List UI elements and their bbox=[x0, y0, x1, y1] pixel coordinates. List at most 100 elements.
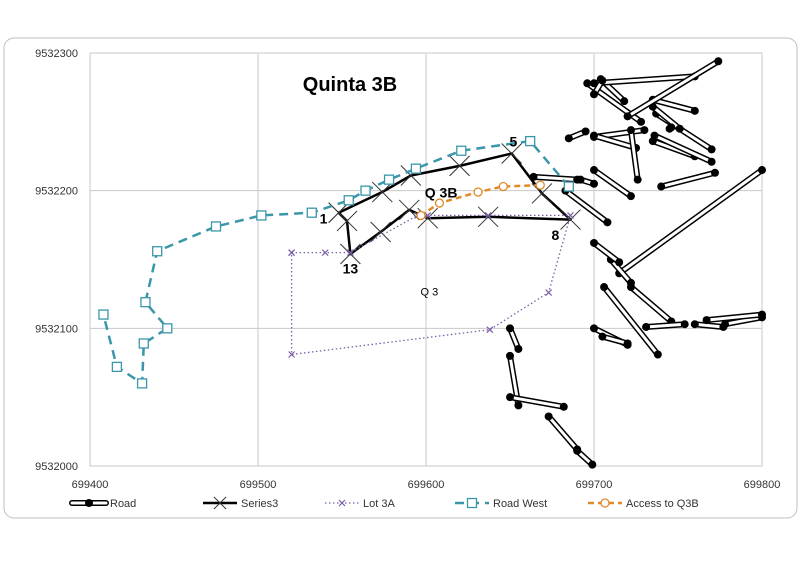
road-point bbox=[637, 117, 646, 126]
road-point bbox=[603, 218, 612, 227]
road-west-marker bbox=[343, 195, 354, 206]
road-point bbox=[544, 412, 553, 421]
road-point bbox=[506, 351, 514, 360]
series3-marker bbox=[560, 209, 581, 230]
annotation-label: Q 3 bbox=[420, 286, 438, 298]
road-segment bbox=[532, 175, 579, 182]
road-point bbox=[620, 97, 629, 106]
chart-title: Quinta 3B bbox=[303, 74, 397, 96]
legend-swatch bbox=[85, 499, 93, 507]
road-west-marker bbox=[456, 145, 467, 156]
road-point bbox=[680, 320, 689, 329]
road-west-marker bbox=[525, 135, 536, 147]
series3-marker bbox=[449, 155, 470, 177]
legend-item-lot-3a: Lot 3A bbox=[325, 498, 395, 510]
road-point bbox=[615, 258, 624, 267]
road-point bbox=[514, 401, 523, 410]
legend-item-road-west: Road West bbox=[455, 497, 547, 510]
road-point bbox=[623, 112, 632, 121]
road-segment bbox=[617, 168, 764, 275]
road-segment bbox=[592, 168, 633, 198]
road-point bbox=[626, 192, 635, 201]
road-point bbox=[719, 322, 728, 331]
y-tick-label: 9532200 bbox=[35, 186, 78, 198]
road-point bbox=[564, 134, 573, 143]
road-segment bbox=[652, 134, 714, 164]
road-segment bbox=[609, 258, 633, 285]
road-segment bbox=[651, 105, 682, 131]
legend-item-access-to-q3b: Access to Q3B bbox=[588, 498, 699, 510]
legend-label: Road bbox=[110, 498, 136, 510]
x-tick-label: 699700 bbox=[576, 479, 613, 491]
annotation-label: Q 3B bbox=[425, 185, 458, 201]
annotation-label: 8 bbox=[551, 227, 559, 243]
road-segment bbox=[629, 128, 640, 182]
y-tick-label: 9532000 bbox=[35, 461, 78, 473]
series3-marker bbox=[501, 143, 523, 164]
road-point bbox=[590, 179, 598, 188]
road-west-marker bbox=[152, 246, 163, 257]
annotation-label: 5 bbox=[509, 134, 517, 150]
road-west-marker bbox=[162, 323, 173, 334]
lot-3a-marker bbox=[321, 249, 329, 257]
road-segment bbox=[693, 322, 725, 329]
road-point bbox=[714, 57, 723, 66]
annotation-label: 13 bbox=[343, 260, 359, 276]
legend-label: Access to Q3B bbox=[626, 498, 699, 510]
road-west-marker bbox=[98, 309, 109, 320]
access-q3b-marker bbox=[498, 181, 508, 192]
road-point bbox=[559, 402, 568, 411]
road-point bbox=[650, 131, 659, 140]
road-point bbox=[506, 324, 514, 333]
legend-label: Road West bbox=[493, 498, 547, 510]
annotation-label: 1 bbox=[320, 211, 328, 227]
road-point bbox=[675, 124, 684, 133]
access-q3b-marker bbox=[416, 210, 426, 221]
road-west-marker bbox=[210, 221, 222, 232]
road-point bbox=[598, 76, 607, 85]
road-point bbox=[667, 123, 676, 132]
road-segment bbox=[547, 414, 579, 451]
series3-marker bbox=[398, 199, 420, 221]
series-road bbox=[506, 57, 766, 469]
lot-3a-line bbox=[290, 214, 572, 356]
lot-3a-marker bbox=[288, 351, 296, 358]
series3-marker bbox=[371, 181, 393, 203]
series3-marker bbox=[370, 221, 391, 243]
road-point bbox=[690, 320, 699, 329]
road-west-marker bbox=[383, 174, 395, 185]
road-west-marker bbox=[306, 207, 317, 218]
lot-3a-marker bbox=[424, 212, 432, 219]
access-q3b-marker bbox=[535, 180, 545, 190]
road-west-marker bbox=[256, 210, 267, 221]
access-q3b-marker bbox=[434, 198, 445, 208]
legend-swatch bbox=[600, 498, 610, 508]
road-point bbox=[590, 90, 598, 99]
road-point bbox=[598, 332, 607, 341]
road-west-marker bbox=[138, 338, 149, 349]
x-tick-label: 699400 bbox=[72, 479, 109, 491]
series-access-to-q3b bbox=[416, 180, 545, 221]
road-point bbox=[653, 350, 662, 359]
series3-marker bbox=[340, 243, 361, 265]
road-west-marker bbox=[360, 185, 371, 196]
road-segment bbox=[629, 285, 673, 323]
road-point bbox=[506, 393, 514, 402]
road-point bbox=[640, 126, 649, 135]
legend-swatch bbox=[213, 496, 227, 510]
chart-border bbox=[3, 37, 798, 519]
legend-item-series3: Series3 bbox=[203, 496, 278, 510]
road-point bbox=[576, 175, 585, 184]
road-point bbox=[710, 168, 719, 177]
road-west-marker bbox=[140, 297, 151, 308]
road-west-marker bbox=[563, 181, 574, 192]
road-point bbox=[583, 79, 592, 88]
road-point bbox=[590, 238, 598, 247]
road-point bbox=[590, 131, 598, 140]
road-point bbox=[581, 127, 590, 136]
series-road-west bbox=[98, 135, 574, 389]
access-q3b-marker bbox=[473, 187, 483, 197]
legend-label: Series3 bbox=[241, 498, 278, 510]
road-point bbox=[590, 324, 598, 333]
series-lot-3a bbox=[288, 212, 574, 358]
